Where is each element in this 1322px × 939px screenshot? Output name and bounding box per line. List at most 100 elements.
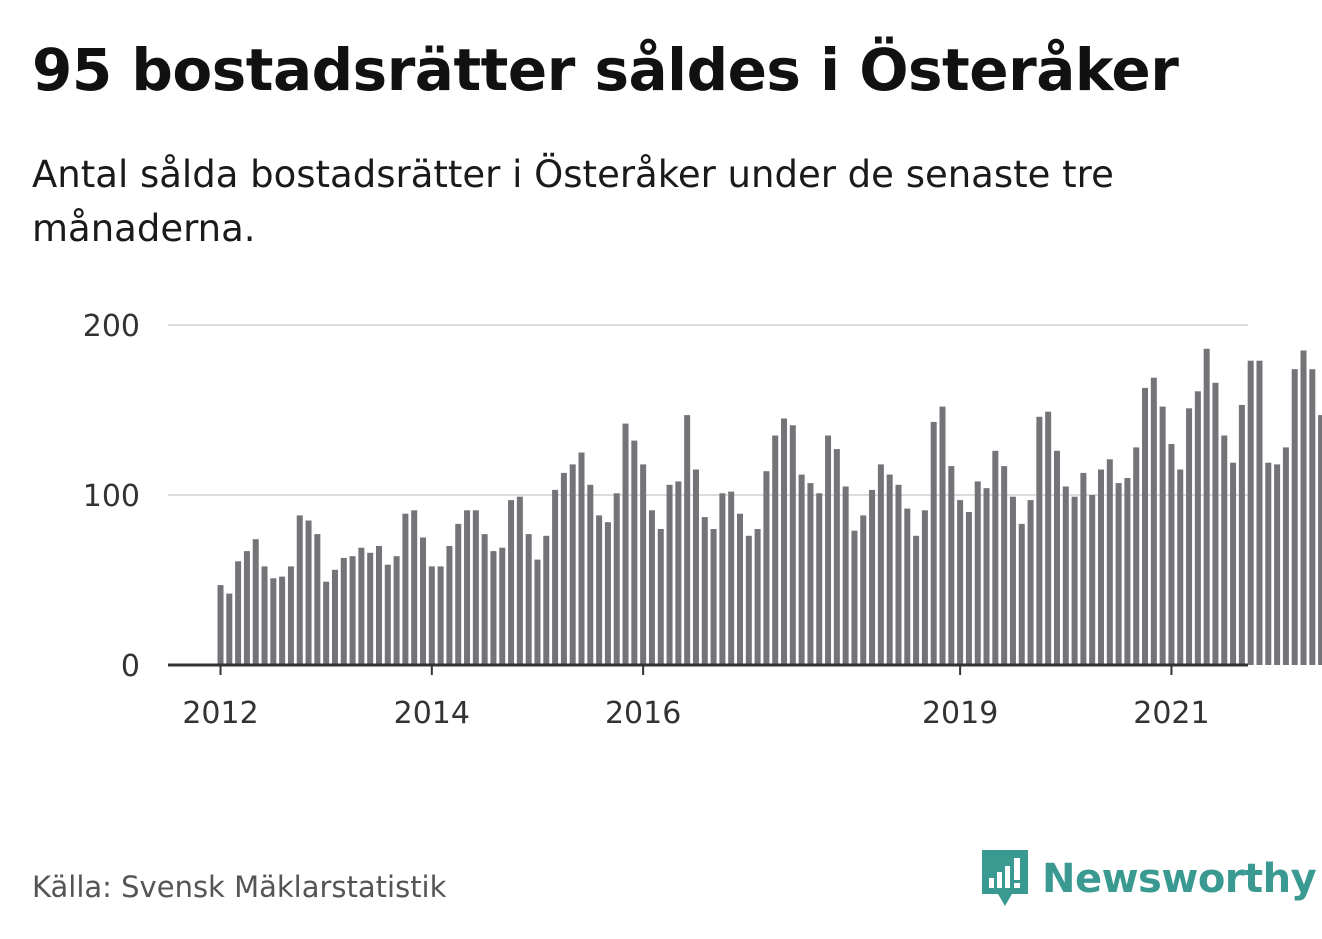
bar [1071, 496, 1078, 665]
bar [666, 484, 673, 665]
x-tick-label: 2012 [182, 696, 258, 731]
bar [816, 493, 823, 665]
page-title: 95 bostadsrätter såldes i Österåker [32, 36, 1179, 104]
bar [279, 576, 286, 665]
bar [860, 515, 867, 665]
bar [508, 500, 515, 665]
bar [789, 425, 796, 665]
bar [613, 493, 620, 665]
bar [692, 469, 699, 665]
bar [552, 489, 559, 665]
bar [1036, 416, 1043, 665]
bar [1115, 483, 1122, 665]
bar [886, 474, 893, 665]
bar [1080, 472, 1087, 665]
bar [270, 578, 277, 665]
bar [1212, 382, 1219, 665]
bar [957, 500, 964, 665]
bar [921, 510, 928, 665]
bar [657, 529, 664, 665]
bar [1177, 469, 1184, 665]
bar [1124, 478, 1131, 665]
bar [1159, 406, 1166, 665]
bar [1203, 348, 1210, 665]
bar [754, 529, 761, 665]
bar [719, 493, 726, 665]
bar [1168, 444, 1175, 665]
bar [1089, 495, 1096, 665]
y-tick-label: 200 [83, 309, 140, 344]
bar [569, 464, 576, 665]
bar [648, 510, 655, 665]
x-tick-label: 2016 [605, 696, 681, 731]
bar [604, 522, 611, 665]
bar [243, 551, 250, 665]
bar [560, 472, 567, 665]
x-tick-label: 2019 [922, 696, 998, 731]
bar [930, 421, 937, 665]
bar [455, 523, 462, 665]
bar [1300, 350, 1307, 665]
bar [1230, 462, 1237, 665]
bar [340, 557, 347, 665]
bar [1309, 369, 1316, 665]
bar [349, 556, 356, 665]
bar [631, 440, 638, 665]
bar [1062, 486, 1069, 665]
bar [992, 450, 999, 665]
x-axis-ticks: 201220142016201920212023 [182, 665, 1210, 731]
bar [499, 547, 506, 665]
bar [1045, 411, 1052, 665]
bar [331, 569, 338, 665]
bar [1238, 404, 1245, 665]
bar [490, 551, 497, 665]
bar [1009, 496, 1016, 665]
bar [516, 496, 523, 665]
bar [358, 547, 365, 665]
bar [684, 415, 691, 665]
page-subtitle: Antal sålda bostadsrätter i Österåker un… [32, 153, 1114, 250]
bar [437, 566, 444, 665]
y-tick-label: 100 [83, 479, 140, 514]
bar [314, 534, 321, 665]
x-tick-label: 2014 [394, 696, 470, 731]
bar [728, 491, 735, 665]
newsworthy-icon [982, 850, 1028, 906]
brand-logo: Newsworthy [980, 848, 1317, 910]
bar [534, 559, 541, 665]
bar [869, 489, 876, 665]
bar [1318, 415, 1322, 665]
bar [252, 539, 259, 665]
bar [1256, 360, 1263, 665]
bar [833, 449, 840, 665]
x-tick-label: 2021 [1133, 696, 1209, 731]
bar [1001, 466, 1008, 665]
bar [420, 537, 427, 665]
bar [939, 406, 946, 665]
bar [798, 474, 805, 665]
bar [895, 484, 902, 665]
bar [1194, 391, 1201, 665]
y-axis-ticks: 0 100 200 [83, 309, 140, 684]
bar [1018, 523, 1025, 665]
bar [235, 561, 242, 665]
bar [745, 535, 752, 665]
bar [367, 552, 374, 665]
bar [913, 535, 920, 665]
bar [851, 530, 858, 665]
bar [1053, 450, 1060, 665]
bar [983, 488, 990, 665]
bar [261, 566, 268, 665]
bar [296, 515, 303, 665]
bar [1133, 447, 1140, 665]
bar [587, 484, 594, 665]
bar [1150, 377, 1157, 665]
bar [965, 512, 972, 665]
bar [226, 593, 233, 665]
bar [1265, 462, 1272, 665]
bar [701, 517, 708, 665]
bars [217, 348, 1322, 665]
bar [974, 481, 981, 665]
bar [1142, 387, 1149, 665]
